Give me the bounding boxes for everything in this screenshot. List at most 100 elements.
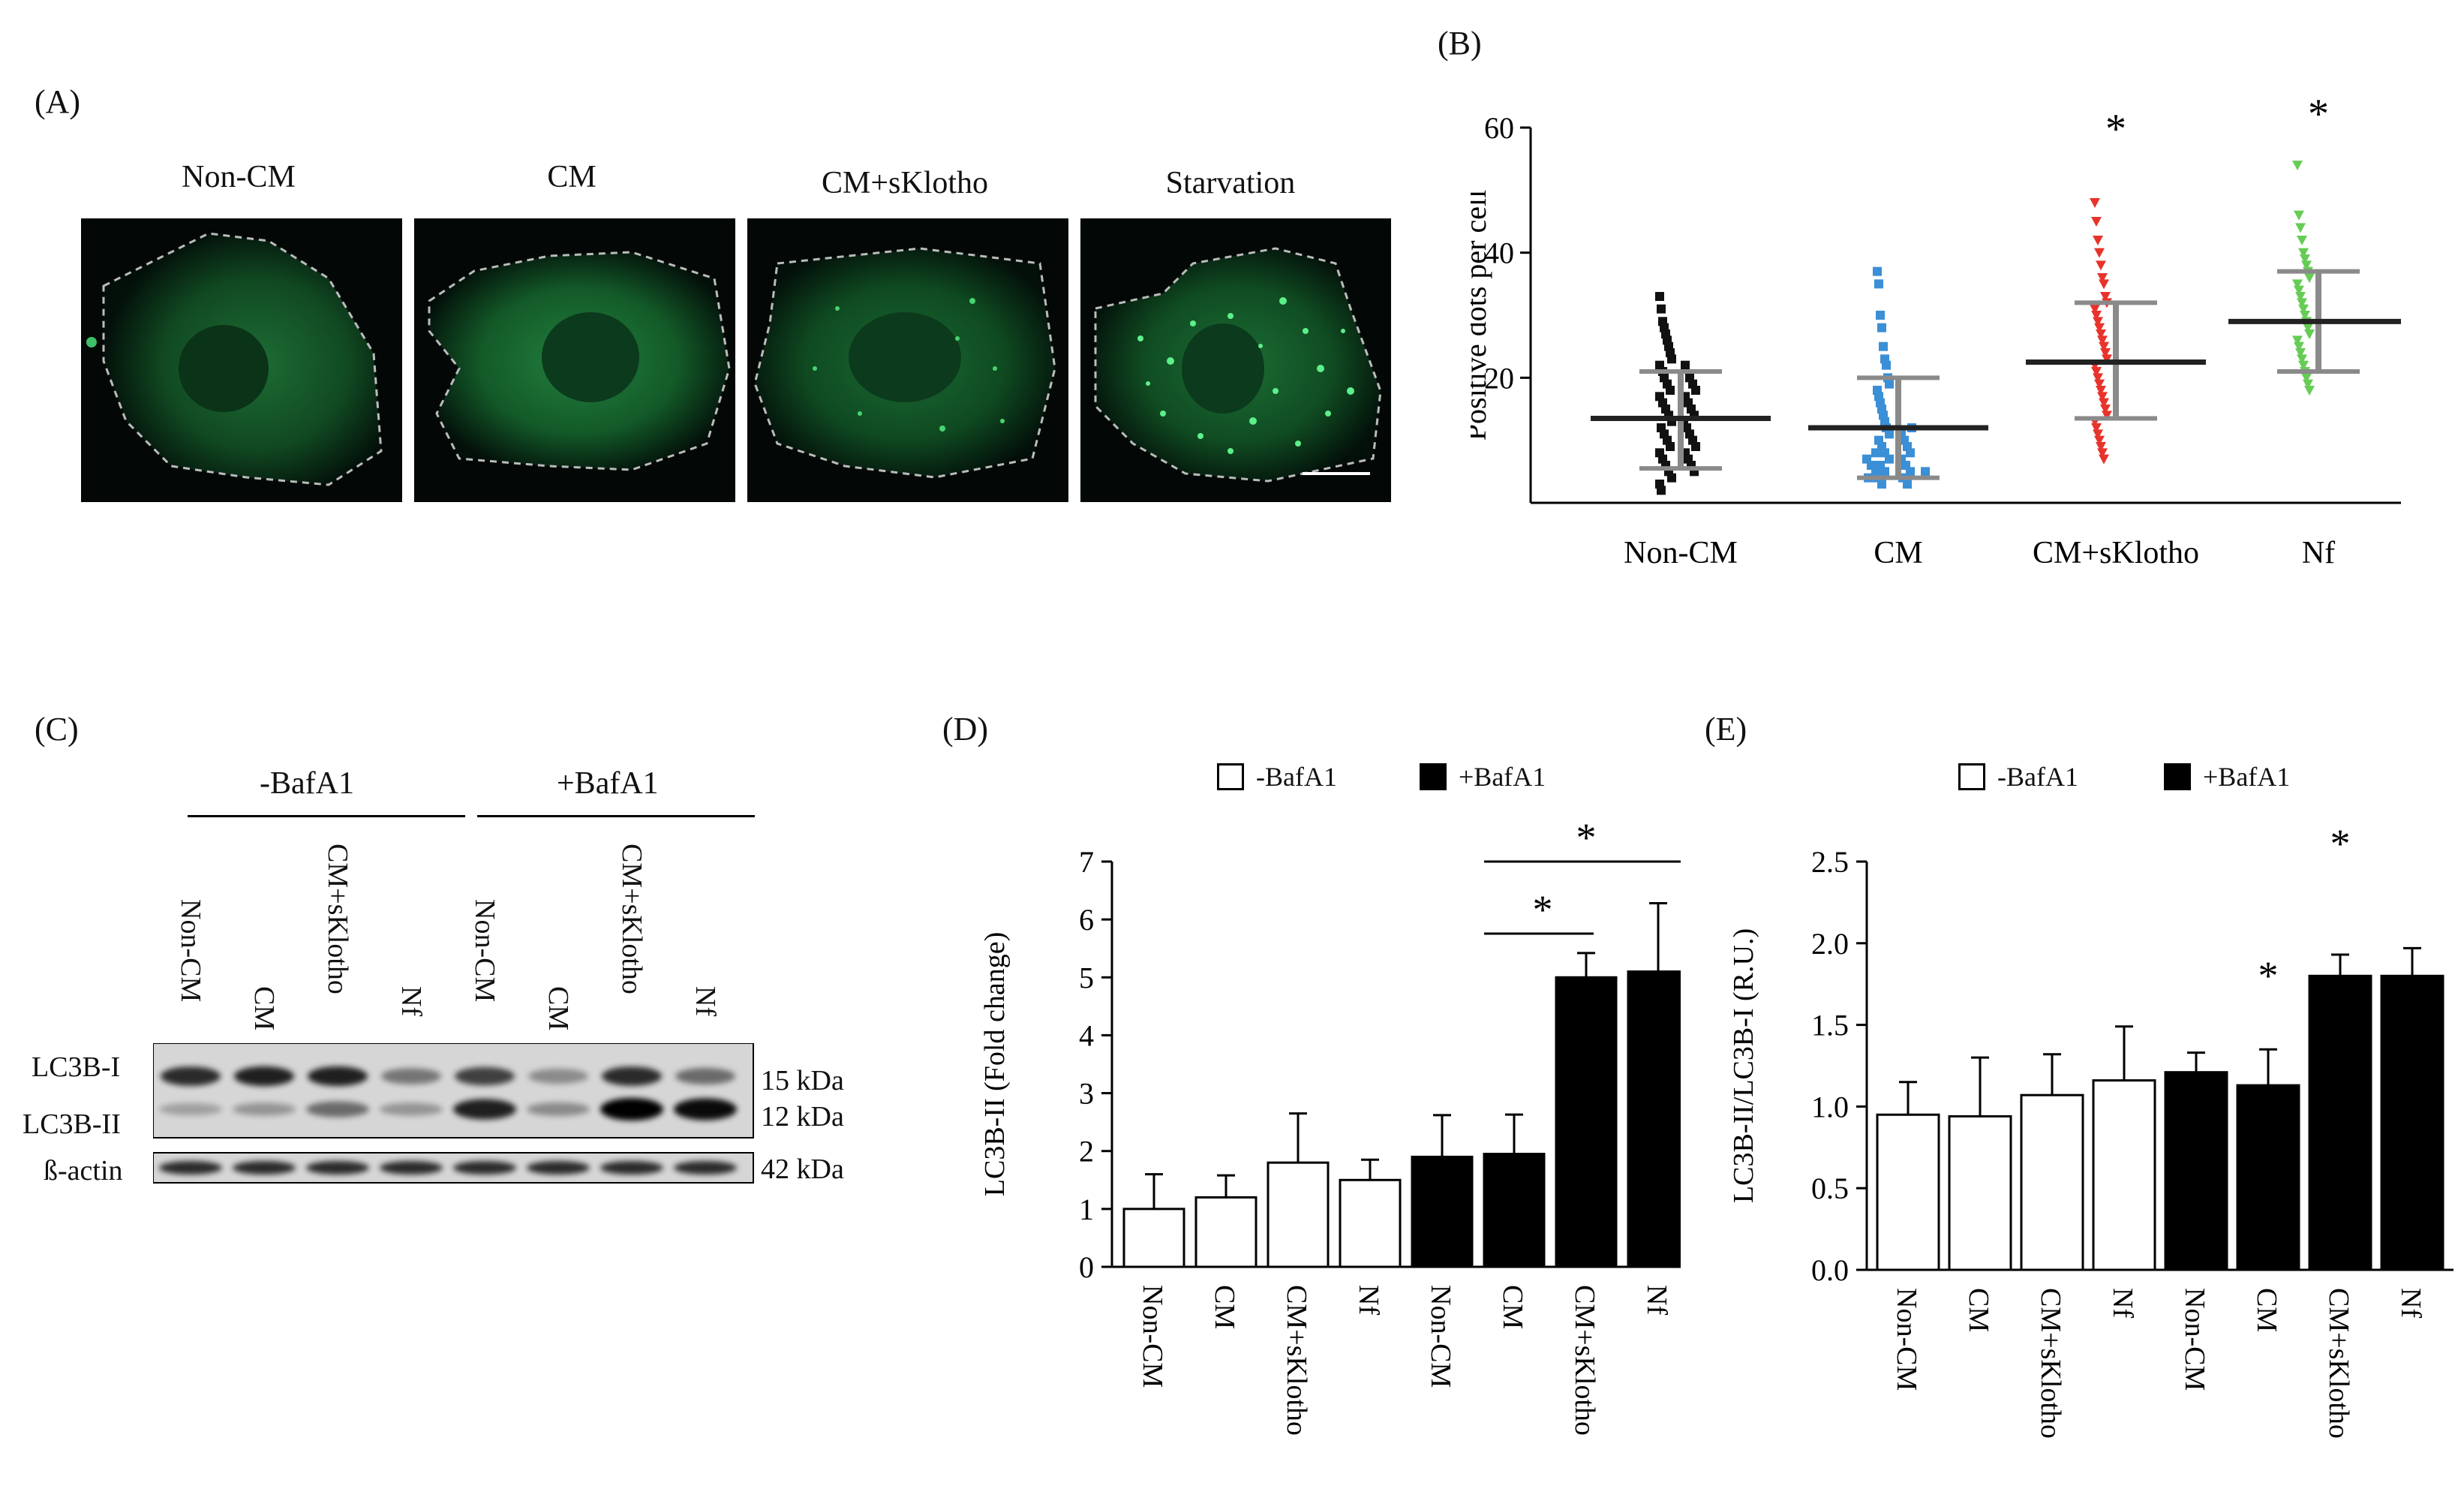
y-tick-label: 20 — [1484, 361, 1514, 395]
micrograph-cm — [414, 218, 735, 502]
micrograph-non-cm-image — [81, 218, 402, 502]
data-point — [2091, 367, 2102, 377]
x-tick-label: Non-CM — [1425, 1285, 1456, 1388]
data-point — [2097, 448, 2108, 459]
y-axis-label: LC3B-II (Fold change) — [979, 932, 1011, 1196]
data-point — [2102, 411, 2112, 421]
data-point — [1880, 467, 1889, 477]
band-lc3b-ii — [600, 1098, 663, 1120]
bar — [1555, 976, 1618, 1268]
y-axis-label: LC3B-II/LC3B-I (R.U.) — [1728, 928, 1759, 1203]
data-point — [1871, 448, 1880, 458]
bar — [1122, 1208, 1185, 1268]
band-lc3b-ii — [674, 1098, 737, 1120]
data-point — [2298, 304, 2309, 314]
band-actin — [233, 1161, 296, 1175]
band-lc3b-ii — [233, 1102, 296, 1116]
bar — [2020, 1093, 2084, 1271]
y-tick-label: 60 — [1484, 111, 1514, 145]
data-point — [2099, 454, 2109, 465]
data-point — [2304, 386, 2315, 396]
data-point — [2094, 323, 2105, 333]
band-lc3b-i — [308, 1066, 368, 1087]
bar — [2092, 1079, 2156, 1271]
data-point — [2097, 273, 2108, 283]
y-axis-label: Positive dots per cell — [1471, 190, 1492, 441]
data-point — [1667, 354, 1676, 364]
data-point — [1876, 311, 1885, 320]
significance-mark: * — [2105, 106, 2126, 152]
data-point — [2090, 304, 2100, 314]
x-tick-label: Nf — [2395, 1288, 2426, 1318]
x-tick-label: CM — [1209, 1285, 1240, 1329]
data-point — [2102, 354, 2112, 365]
bar — [1483, 1153, 1546, 1268]
data-point — [2294, 341, 2304, 352]
kda-label-15: 15 kDa — [761, 1065, 844, 1096]
band-lc3b-ii — [527, 1102, 590, 1117]
blot-lane-label: CM — [542, 986, 574, 1031]
blot-lane-label: Non-CM — [175, 899, 206, 1003]
y-tick-label: 4 — [1079, 1018, 1094, 1052]
data-point — [1667, 473, 1676, 483]
data-point — [2300, 311, 2310, 320]
data-point — [1885, 379, 1894, 389]
data-point — [2100, 405, 2111, 414]
data-point — [2091, 217, 2102, 227]
data-point — [2100, 292, 2111, 302]
data-point — [2294, 285, 2304, 296]
data-point — [2094, 248, 2105, 258]
blot-lane-label: CM+sKlotho — [616, 844, 648, 994]
significance-mark: * — [1533, 887, 1553, 932]
bar — [2380, 974, 2444, 1271]
panel-a-label: (A) — [35, 83, 81, 120]
micrograph-starvation-image — [1080, 218, 1391, 502]
data-point — [2301, 373, 2312, 384]
data-point — [2093, 429, 2103, 440]
y-tick-label: 1 — [1079, 1193, 1094, 1226]
band-actin — [306, 1161, 369, 1175]
data-point — [2090, 198, 2100, 208]
micrograph-title-starvation: Starvation — [1165, 166, 1296, 200]
data-point — [2100, 348, 2111, 358]
data-point — [2297, 298, 2307, 308]
legend-label-plus-d: +BafA1 — [1459, 762, 1546, 792]
blot-membrane-lc3b — [153, 1043, 754, 1139]
micrograph-starvation — [1080, 218, 1391, 502]
data-point — [2303, 379, 2313, 390]
micrograph-cm-sklotho — [747, 218, 1068, 502]
y-tick-label: 0 — [1079, 1250, 1094, 1284]
data-point — [1657, 486, 1666, 495]
blot-row-label-lc3b-i: LC3B-I — [32, 1051, 121, 1083]
data-point — [2096, 386, 2106, 396]
blot-lane-label: CM — [248, 986, 280, 1031]
bar — [1411, 1155, 1474, 1268]
micrograph-title-cm: CM — [547, 160, 596, 194]
bar — [2236, 1084, 2300, 1271]
data-point — [2292, 335, 2303, 346]
data-point — [1663, 379, 1672, 389]
data-point — [2097, 335, 2108, 346]
bar — [1876, 1113, 1940, 1271]
band-actin — [674, 1161, 737, 1175]
legend-minus-bafa1-d: -BafA1 — [1217, 761, 1337, 793]
data-point — [1666, 442, 1675, 451]
data-point — [2292, 279, 2303, 290]
panel-c-label: (C) — [35, 711, 79, 747]
data-point — [1666, 386, 1675, 395]
band-lc3b-i — [602, 1066, 662, 1086]
band-lc3b-ii — [159, 1102, 222, 1116]
data-point — [1885, 454, 1894, 464]
data-point — [2096, 260, 2106, 271]
x-tick-label: CM+sKlotho — [2035, 1288, 2066, 1439]
band-actin — [527, 1161, 590, 1175]
y-tick-label: 5 — [1079, 961, 1094, 994]
y-tick-label: 2 — [1079, 1135, 1094, 1169]
scatter-chart: 20 40 60 Positive dots per cell Non-CM CM CM+s… — [1471, 91, 2401, 570]
data-point — [2294, 210, 2304, 221]
kda-label-42: 42 kDa — [761, 1154, 844, 1185]
significance-mark: * — [1576, 815, 1597, 860]
data-point — [2295, 223, 2306, 233]
data-point — [2301, 260, 2312, 271]
bar — [2308, 974, 2372, 1271]
